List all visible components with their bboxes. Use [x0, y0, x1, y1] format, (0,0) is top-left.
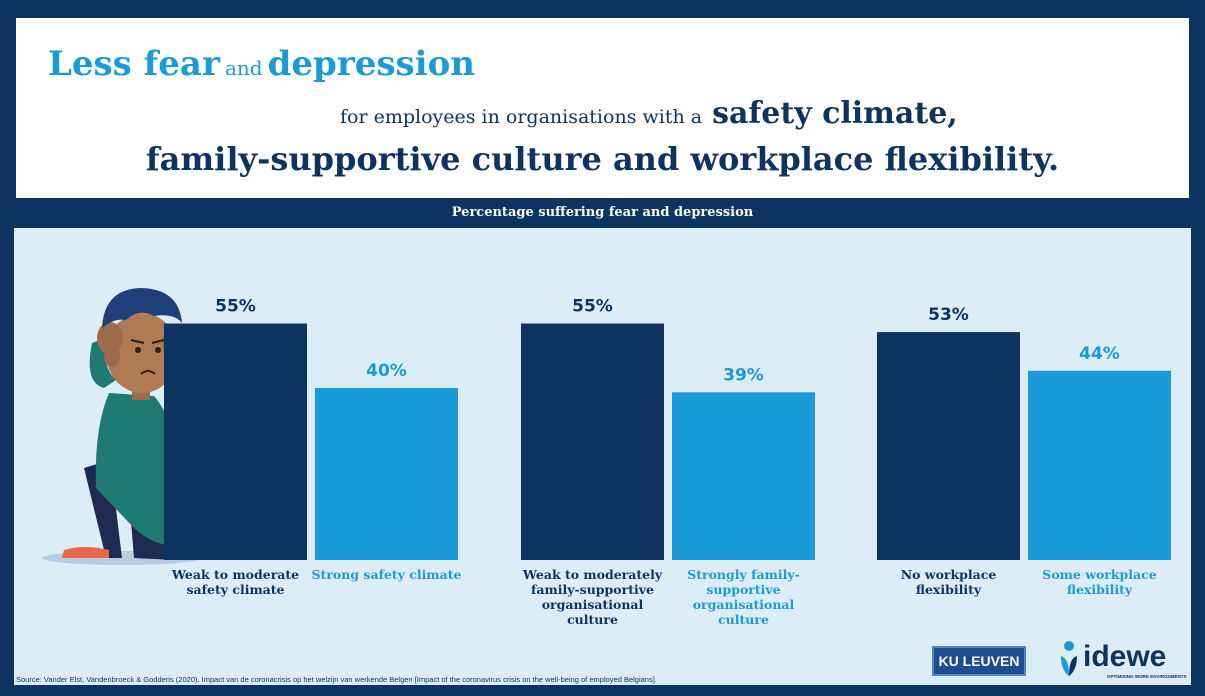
value-label-g0-b0: 55%	[215, 297, 256, 317]
source-citation: Source: Vander Elst, Vandenbroeck & Godd…	[16, 675, 657, 684]
value-label-g1-b0: 55%	[572, 297, 613, 317]
bar-g0-b0	[164, 323, 307, 560]
idewe-logo-dot	[1064, 641, 1074, 651]
value-label-g0-b1: 40%	[366, 361, 407, 381]
category-label-g2-b1: Some workplace flexibility	[1042, 567, 1157, 597]
value-label-g2-b1: 44%	[1079, 344, 1120, 364]
category-label-g0-b0: Weak to moderate safety climate	[171, 567, 300, 597]
bar-g2-b1	[1028, 370, 1171, 560]
category-label-g0-b1: Strong safety climate	[311, 567, 462, 582]
headline-line2-bold: safety climate,	[712, 96, 958, 131]
headline-line2-normal: for employees in organisations with a	[340, 106, 703, 128]
idewe-logo-text: idewe	[1083, 640, 1166, 673]
headline-part3: depression	[267, 44, 475, 84]
bar-g2-b0	[877, 332, 1020, 560]
headline-part2: and	[224, 56, 263, 80]
category-label-g2-b0: No workplace flexibility	[900, 567, 997, 597]
value-label-g1-b1: 39%	[723, 365, 764, 385]
idewe-logo-leaf-left	[1061, 656, 1069, 676]
headline-line3: family-supportive culture and workplace …	[145, 140, 1060, 178]
bars-layer: 55% 40% 55% 39% 53% 44%	[164, 297, 1171, 560]
category-label-g1-b0: Weak to moderately family-supportive org…	[522, 567, 663, 627]
ku-leuven-logo: KU LEUVEN	[932, 646, 1026, 676]
chart-title: Percentage suffering fear and depression	[451, 205, 754, 220]
category-label-g1-b1: Strongly family-supportive organisationa…	[687, 567, 800, 627]
value-label-g2-b0: 53%	[928, 305, 969, 325]
headline-part1: Less fear	[48, 44, 220, 84]
header-panel: Less fear and depression for employees i…	[16, 18, 1189, 198]
bar-g1-b0	[521, 323, 664, 560]
idewe-logo: idewe OPTIMISING WORK ENVIRONMENTS	[1059, 636, 1189, 682]
headline-line2: for employees in organisations with a saf…	[340, 96, 958, 131]
bar-chart: 55% 40% 55% 39% 53% 44%	[42, 288, 1171, 565]
headline: Less fear and depression	[48, 44, 475, 84]
chart-panel: 55% 40% 55% 39% 53% 44% Weak to moderate safe…	[14, 228, 1191, 685]
idewe-logo-tagline: OPTIMISING WORK ENVIRONMENTS	[1107, 674, 1187, 679]
bar-g0-b1	[315, 388, 458, 560]
idewe-logo-leaf-right	[1069, 656, 1077, 676]
bar-g1-b1	[672, 392, 815, 560]
